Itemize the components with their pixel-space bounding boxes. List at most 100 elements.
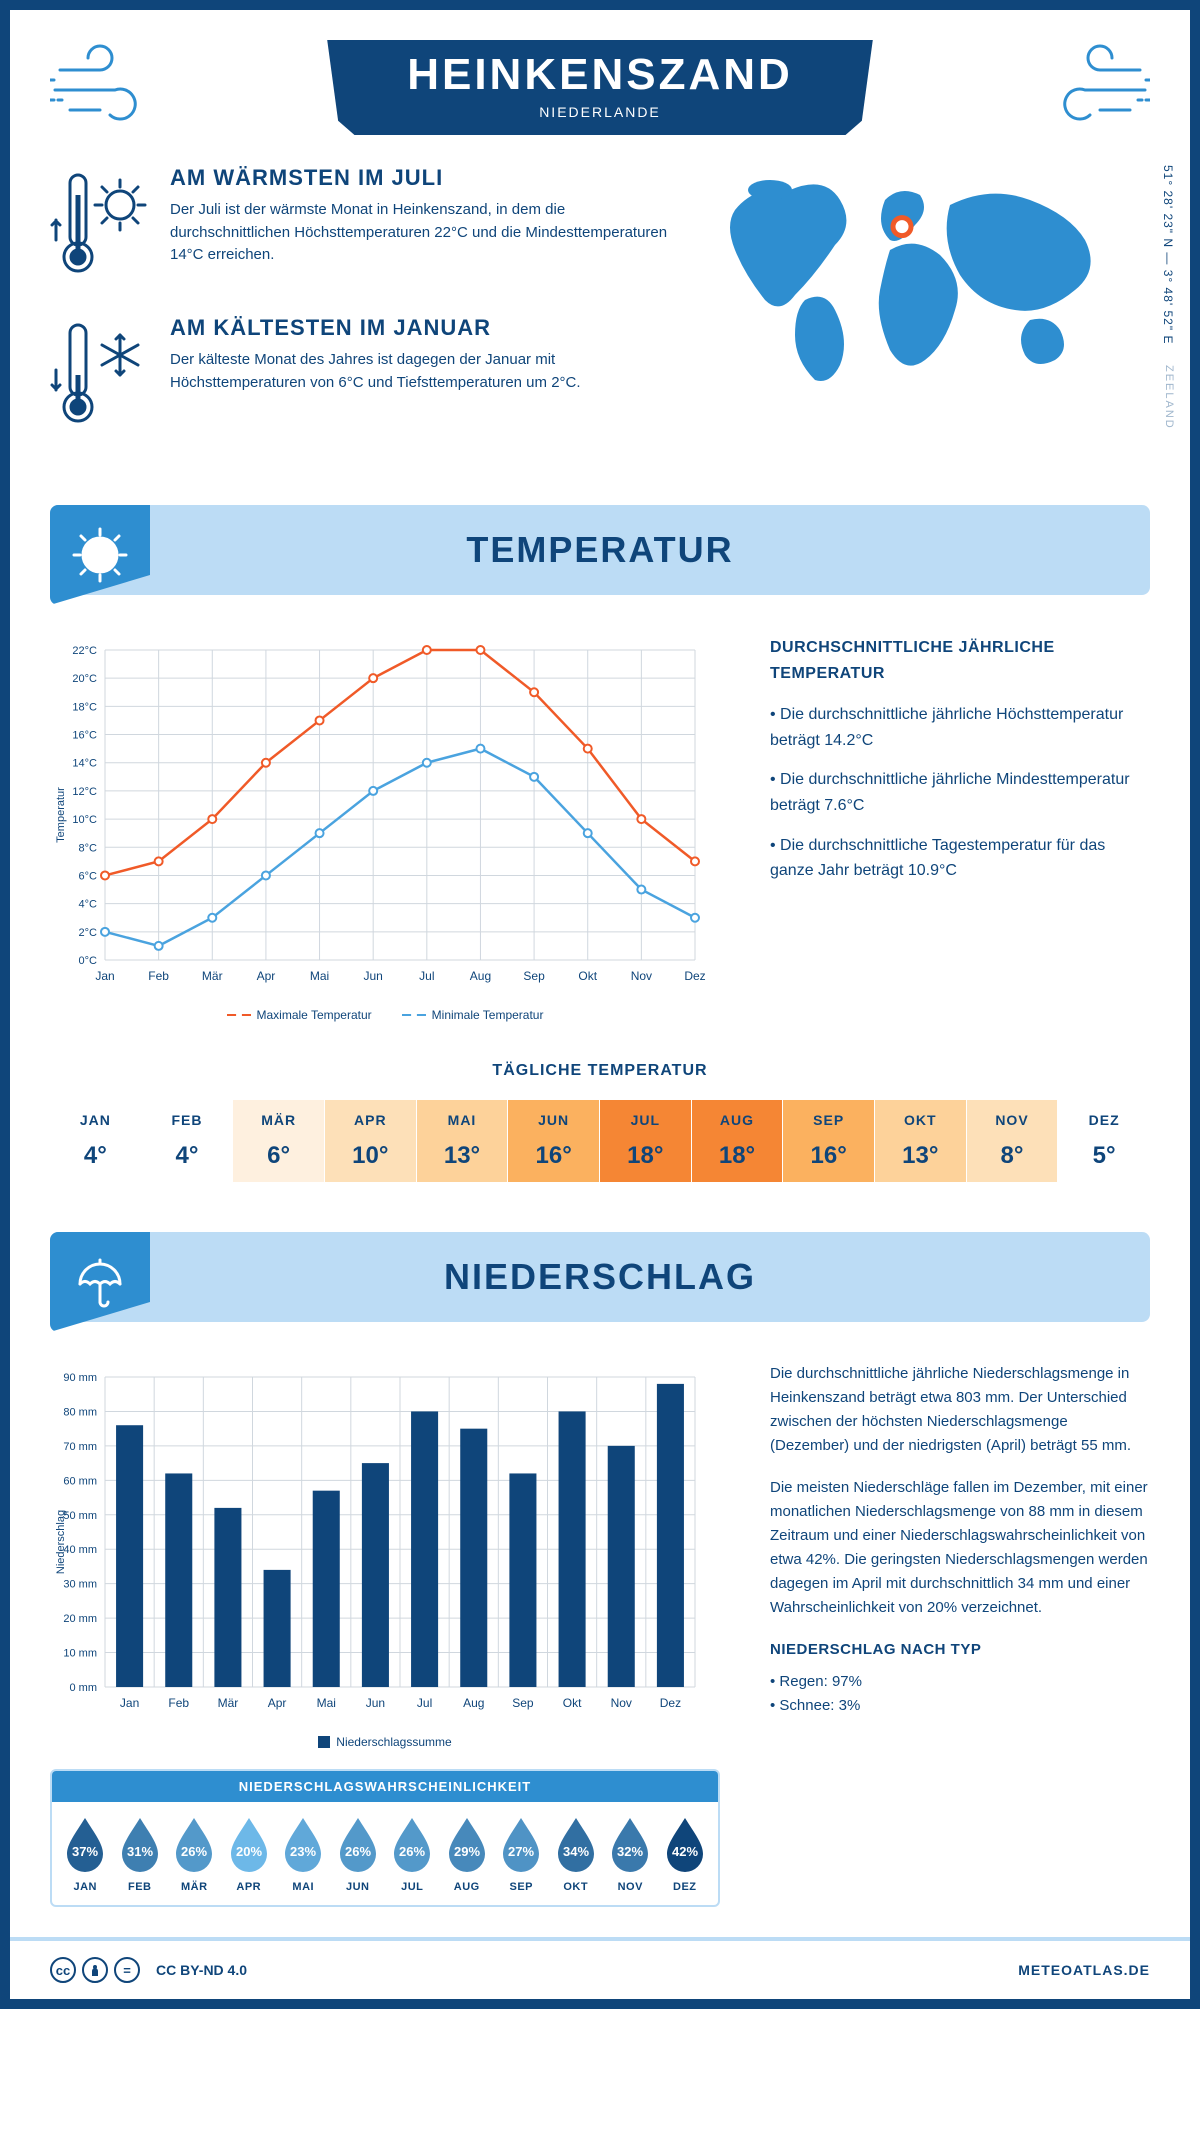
location-title: HEINKENSZAND — [407, 50, 793, 100]
svg-text:Feb: Feb — [168, 1696, 189, 1710]
probability-title: NIEDERSCHLAGSWAHRSCHEINLICHKEIT — [52, 1771, 718, 1802]
temperature-title: TEMPERATUR — [466, 529, 733, 571]
page-frame: HEINKENSZAND NIEDERLANDE — [0, 0, 1200, 2009]
precipitation-type-2: • Schnee: 3% — [770, 1694, 1150, 1718]
svg-text:0 mm: 0 mm — [70, 1682, 98, 1694]
world-map-icon — [710, 165, 1110, 385]
svg-text:Sep: Sep — [512, 1696, 534, 1710]
probability-cell: 31% FEB — [113, 1814, 168, 1893]
coldest-text: Der kälteste Monat des Jahres ist dagege… — [170, 349, 670, 394]
svg-text:Mai: Mai — [310, 969, 329, 983]
svg-text:20%: 20% — [236, 1844, 262, 1859]
coordinates-label: 51° 28' 23" N — 3° 48' 52" E — [1161, 165, 1175, 344]
probability-cell: 42% DEZ — [658, 1814, 713, 1893]
probability-cell: 26% JUL — [385, 1814, 440, 1893]
svg-text:20 mm: 20 mm — [63, 1613, 97, 1625]
probability-cell: 37% JAN — [58, 1814, 113, 1893]
thermometer-hot-icon — [50, 165, 150, 285]
footer: cc = CC BY-ND 4.0 METEOATLAS.DE — [10, 1937, 1190, 1999]
warmest-block: AM WÄRMSTEN IM JULI Der Juli ist der wär… — [50, 165, 670, 285]
svg-text:26%: 26% — [399, 1844, 425, 1859]
location-country: NIEDERLANDE — [407, 104, 793, 120]
svg-text:Mai: Mai — [317, 1696, 336, 1710]
map-marker-icon — [893, 218, 911, 236]
license-label: CC BY-ND 4.0 — [156, 1962, 247, 1978]
temperature-bullet-1: • Die durchschnittliche jährliche Höchst… — [770, 702, 1150, 753]
svg-text:34%: 34% — [563, 1844, 589, 1859]
warmest-text: Der Juli ist der wärmste Monat in Heinke… — [170, 199, 670, 267]
raindrop-icon: 20% — [225, 1814, 273, 1872]
map-block: 51° 28' 23" N — 3° 48' 52" E ZEELAND — [710, 165, 1150, 465]
svg-text:23%: 23% — [290, 1844, 316, 1859]
precipitation-text-1: Die durchschnittliche jährliche Niedersc… — [770, 1362, 1150, 1458]
svg-text:Jan: Jan — [120, 1696, 139, 1710]
wind-icon-left — [50, 40, 170, 130]
svg-text:90 mm: 90 mm — [63, 1372, 97, 1384]
daily-temp-cell: AUG18° — [692, 1100, 784, 1182]
svg-text:14°C: 14°C — [72, 758, 97, 770]
legend-precip-label: Niederschlagssumme — [336, 1735, 451, 1749]
temperature-legend: Maximale Temperatur Minimale Temperatur — [50, 1008, 720, 1022]
svg-text:8°C: 8°C — [79, 842, 98, 854]
precipitation-row: 0 mm10 mm20 mm30 mm40 mm50 mm60 mm70 mm8… — [50, 1362, 1150, 1907]
raindrop-icon: 34% — [552, 1814, 600, 1872]
svg-text:2°C: 2°C — [79, 927, 98, 939]
daily-temp-cell: OKT13° — [875, 1100, 967, 1182]
svg-text:26%: 26% — [181, 1844, 207, 1859]
probability-cell: 27% SEP — [494, 1814, 549, 1893]
raindrop-icon: 26% — [170, 1814, 218, 1872]
daily-temp-cell: NOV8° — [967, 1100, 1059, 1182]
wind-icon-right — [1030, 40, 1150, 130]
svg-text:22°C: 22°C — [72, 645, 97, 657]
svg-text:16°C: 16°C — [72, 730, 97, 742]
license-block: cc = CC BY-ND 4.0 — [50, 1957, 247, 1983]
precipitation-bar-chart: 0 mm10 mm20 mm30 mm40 mm50 mm60 mm70 mm8… — [50, 1362, 710, 1722]
temperature-bullet-3: • Die durchschnittliche Tagestemperatur … — [770, 833, 1150, 884]
svg-text:12°C: 12°C — [72, 786, 97, 798]
precipitation-type-title: NIEDERSCHLAG NACH TYP — [770, 1638, 1150, 1662]
raindrop-icon: 26% — [388, 1814, 436, 1872]
daily-temp-cell: JAN4° — [50, 1100, 142, 1182]
svg-text:Niederschlag: Niederschlag — [55, 1510, 67, 1574]
raindrop-icon: 29% — [443, 1814, 491, 1872]
probability-cell: 34% OKT — [549, 1814, 604, 1893]
probability-cell: 26% MÄR — [167, 1814, 222, 1893]
svg-text:27%: 27% — [508, 1844, 534, 1859]
legend-min-label: Minimale Temperatur — [432, 1008, 544, 1022]
svg-text:6°C: 6°C — [79, 870, 98, 882]
precipitation-section-header: NIEDERSCHLAG — [50, 1232, 1150, 1322]
svg-text:Jul: Jul — [419, 969, 434, 983]
header: HEINKENSZAND NIEDERLANDE — [50, 40, 1150, 135]
daily-temp-cell: JUL18° — [600, 1100, 692, 1182]
daily-temp-cell: MAI13° — [417, 1100, 509, 1182]
daily-temp-cell: APR10° — [325, 1100, 417, 1182]
svg-text:Aug: Aug — [470, 969, 491, 983]
svg-text:10 mm: 10 mm — [63, 1648, 97, 1660]
svg-text:Temperatur: Temperatur — [55, 787, 67, 843]
svg-text:Okt: Okt — [563, 1696, 582, 1710]
probability-cell: 20% APR — [222, 1814, 277, 1893]
probability-cell: 29% AUG — [440, 1814, 495, 1893]
svg-text:60 mm: 60 mm — [63, 1475, 97, 1487]
svg-text:Jan: Jan — [95, 969, 114, 983]
daily-temp-title: TÄGLICHE TEMPERATUR — [50, 1062, 1150, 1080]
precipitation-text-2: Die meisten Niederschläge fallen im Deze… — [770, 1476, 1150, 1620]
svg-text:10°C: 10°C — [72, 814, 97, 826]
svg-text:Nov: Nov — [631, 969, 652, 983]
daily-temp-cell: FEB4° — [142, 1100, 234, 1182]
warmest-title: AM WÄRMSTEN IM JULI — [170, 165, 670, 191]
temperature-section-header: TEMPERATUR — [50, 505, 1150, 595]
svg-text:Mär: Mär — [202, 969, 223, 983]
raindrop-icon: 27% — [497, 1814, 545, 1872]
umbrella-icon — [70, 1252, 130, 1312]
svg-text:20°C: 20°C — [72, 673, 97, 685]
coldest-block: AM KÄLTESTEN IM JANUAR Der kälteste Mona… — [50, 315, 670, 435]
precipitation-type-1: • Regen: 97% — [770, 1670, 1150, 1694]
svg-text:42%: 42% — [672, 1844, 698, 1859]
svg-text:29%: 29% — [454, 1844, 480, 1859]
daily-temp-cell: MÄR6° — [233, 1100, 325, 1182]
site-label: METEOATLAS.DE — [1018, 1962, 1150, 1978]
probability-cell: 32% NOV — [603, 1814, 658, 1893]
svg-text:Apr: Apr — [268, 1696, 287, 1710]
daily-temp-cell: JUN16° — [508, 1100, 600, 1182]
